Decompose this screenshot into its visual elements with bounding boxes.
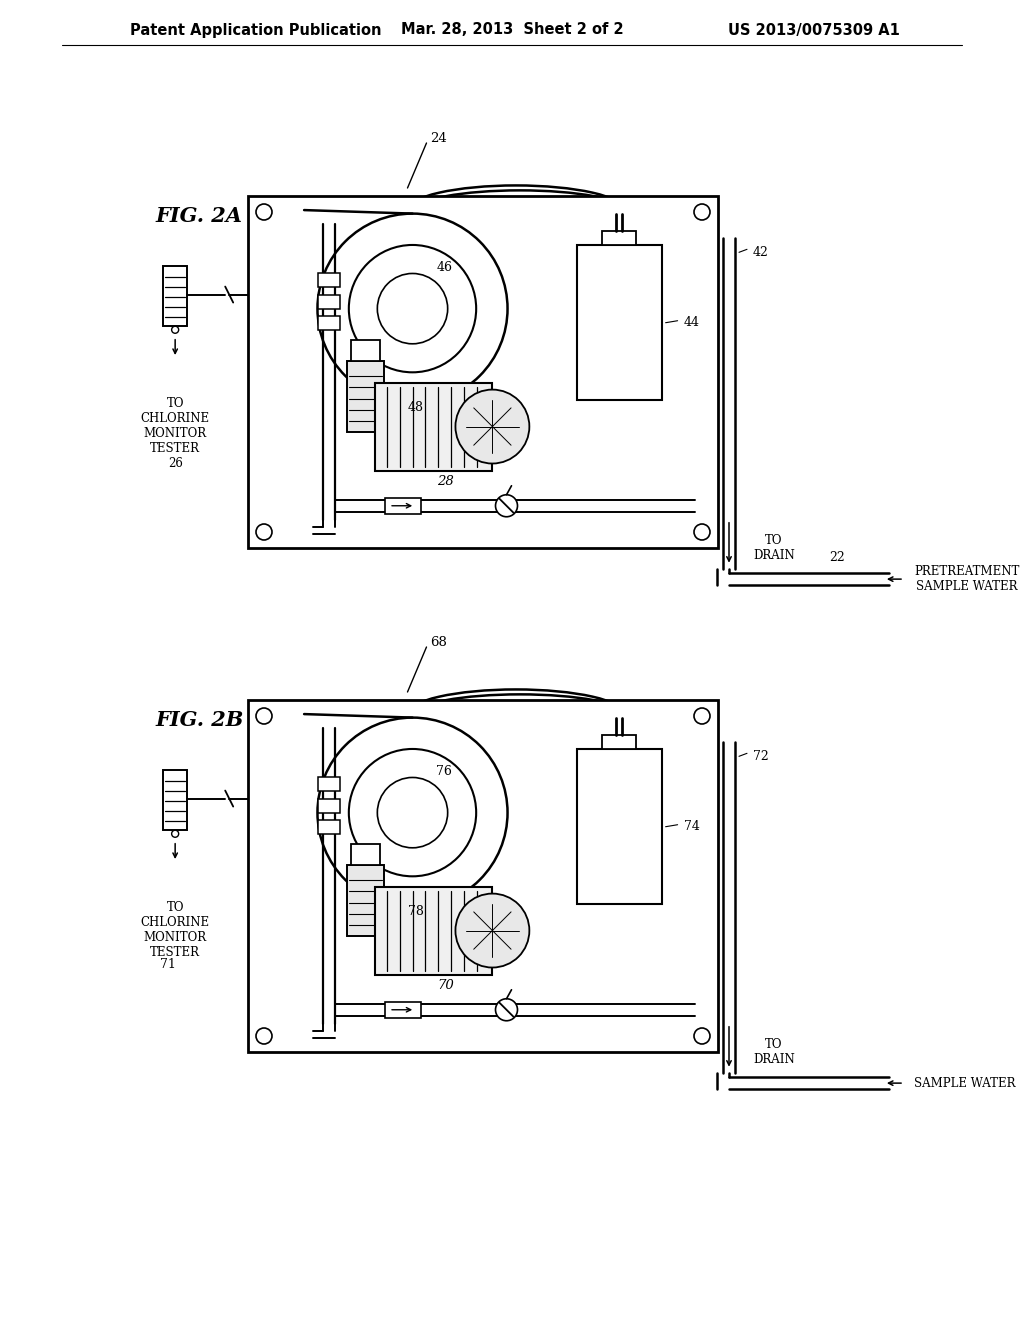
Bar <box>351 341 380 362</box>
Bar <box>164 771 187 830</box>
Text: 76: 76 <box>436 764 453 777</box>
Text: 28: 28 <box>437 475 454 487</box>
Text: 78: 78 <box>408 904 424 917</box>
Circle shape <box>256 524 272 540</box>
Bar <box>318 315 340 330</box>
Text: PRETREATMENT
SAMPLE WATER: PRETREATMENT SAMPLE WATER <box>914 565 1019 593</box>
Bar <box>318 294 340 309</box>
Text: 72: 72 <box>753 750 769 763</box>
Circle shape <box>349 246 476 372</box>
Text: 70: 70 <box>437 978 454 991</box>
Text: SAMPLE WATER: SAMPLE WATER <box>914 1077 1016 1089</box>
Text: 44: 44 <box>684 317 699 329</box>
Text: 71: 71 <box>160 957 176 970</box>
Circle shape <box>317 718 508 908</box>
Text: Mar. 28, 2013  Sheet 2 of 2: Mar. 28, 2013 Sheet 2 of 2 <box>400 22 624 37</box>
Bar <box>318 799 340 813</box>
Bar <box>347 362 384 432</box>
Circle shape <box>172 326 178 333</box>
Bar <box>248 195 718 548</box>
Circle shape <box>496 999 517 1020</box>
Bar <box>347 866 384 936</box>
Text: TO
CHLORINE
MONITOR
TESTER: TO CHLORINE MONITOR TESTER <box>140 900 210 958</box>
Bar <box>248 700 718 1052</box>
Circle shape <box>694 524 710 540</box>
Bar <box>318 820 340 834</box>
Bar <box>385 498 421 513</box>
Circle shape <box>349 748 476 876</box>
Text: Patent Application Publication: Patent Application Publication <box>130 22 382 37</box>
Circle shape <box>496 495 517 516</box>
Bar <box>385 1002 421 1018</box>
Bar <box>164 267 187 326</box>
Circle shape <box>256 1028 272 1044</box>
Circle shape <box>256 708 272 723</box>
Text: FIG. 2B: FIG. 2B <box>155 710 244 730</box>
Bar <box>577 750 662 904</box>
Circle shape <box>694 205 710 220</box>
Bar <box>375 887 493 974</box>
Circle shape <box>456 389 529 463</box>
Text: 42: 42 <box>753 246 769 259</box>
Circle shape <box>456 894 529 968</box>
Bar <box>602 735 636 750</box>
Text: 46: 46 <box>436 261 453 273</box>
Circle shape <box>317 214 508 404</box>
Text: TO
DRAIN: TO DRAIN <box>753 1038 795 1067</box>
Text: TO
CHLORINE
MONITOR
TESTER
26: TO CHLORINE MONITOR TESTER 26 <box>140 396 210 470</box>
Text: 48: 48 <box>408 401 424 413</box>
Text: 22: 22 <box>829 550 845 564</box>
Circle shape <box>256 205 272 220</box>
Bar <box>577 246 662 400</box>
Bar <box>351 845 380 866</box>
Text: 24: 24 <box>430 132 447 144</box>
Circle shape <box>172 830 178 837</box>
Bar <box>318 777 340 792</box>
Circle shape <box>694 1028 710 1044</box>
Bar <box>318 273 340 288</box>
Text: US 2013/0075309 A1: US 2013/0075309 A1 <box>728 22 900 37</box>
Bar <box>375 383 493 470</box>
Circle shape <box>377 777 447 847</box>
Circle shape <box>694 708 710 723</box>
Text: TO
DRAIN: TO DRAIN <box>753 535 795 562</box>
Circle shape <box>377 273 447 343</box>
Bar <box>602 231 636 246</box>
Text: 74: 74 <box>684 820 699 833</box>
Text: 68: 68 <box>430 635 447 648</box>
Text: FIG. 2A: FIG. 2A <box>155 206 242 226</box>
